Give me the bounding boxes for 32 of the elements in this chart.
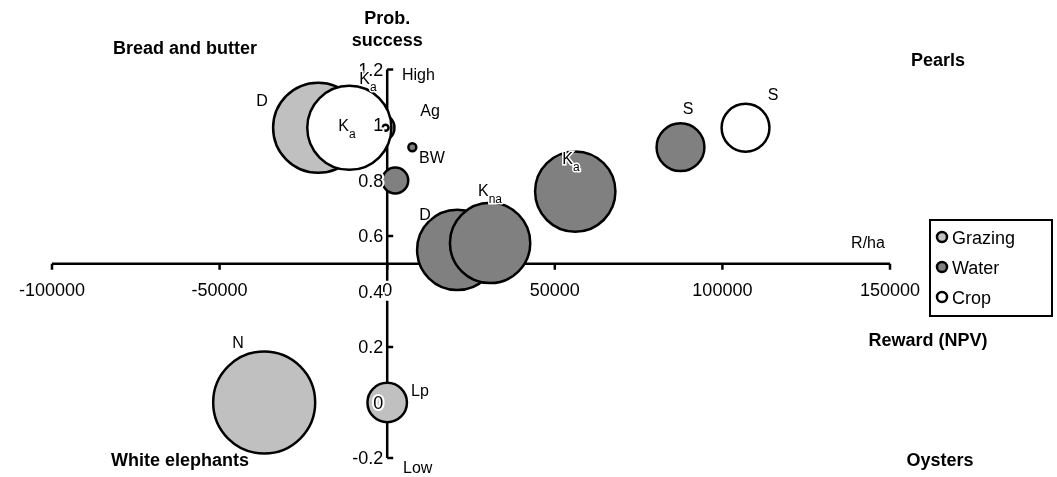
annotation: D (419, 206, 431, 223)
annotation: N (232, 334, 244, 351)
y-tick-label: 0.6 (358, 226, 384, 246)
annotation: Ag (420, 102, 440, 119)
x-tick-label: 100000 (692, 279, 753, 300)
text: Bread and butter (112, 38, 258, 58)
legend-label: Water (952, 258, 1000, 278)
legend-label: Grazing (952, 228, 1016, 248)
text: Low (403, 459, 433, 476)
y-tick-label: 0 (373, 392, 384, 413)
x-axis-title: Reward (NPV) (868, 329, 988, 350)
annotation: High (402, 66, 435, 83)
annotation: K$_{a}$ (338, 117, 356, 141)
annotation: BW (419, 149, 446, 166)
annotation: R/ha (851, 234, 885, 251)
y-tick-label: 0.2 (358, 337, 384, 357)
x-tick-label: -100000 (18, 279, 86, 300)
text: Pearls (910, 50, 966, 70)
annotation: Lp (411, 382, 429, 399)
annotation: D (256, 92, 268, 109)
y-tick-label: -0.2 (352, 448, 384, 468)
annotation: S (682, 100, 694, 117)
y-axis-title: Prob. success (351, 8, 423, 50)
x-tick-label: 150000 (859, 279, 921, 300)
x-tick-label: 50000 (529, 279, 580, 300)
legend-label: Crop (952, 288, 992, 308)
x-tick-label: -50000 (191, 279, 248, 300)
text: Oysters (906, 450, 974, 470)
y-tick-label: 0.4 (358, 281, 384, 302)
y-tick-label: 1 (373, 115, 384, 135)
annotation: White elephants (110, 450, 250, 470)
annotation: S (767, 86, 779, 103)
